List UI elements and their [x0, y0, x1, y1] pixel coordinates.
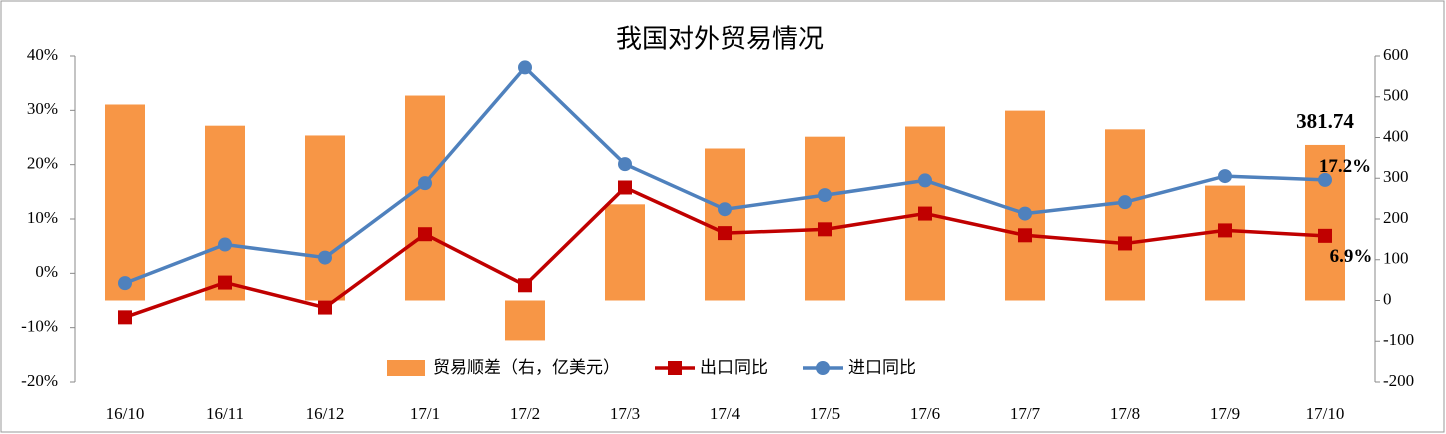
marker [218, 275, 232, 290]
marker [618, 157, 632, 172]
y-tick-label: 10% [27, 208, 58, 227]
x-tick-label: 17/3 [610, 404, 640, 423]
marker [518, 60, 532, 75]
x-tick-label: 17/10 [1306, 404, 1345, 423]
legend-swatch [387, 360, 425, 376]
y2-tick-label: 300 [1383, 167, 1409, 186]
marker [1118, 236, 1132, 251]
marker [1218, 169, 1232, 184]
x-tick-label: 17/1 [410, 404, 440, 423]
marker [118, 276, 132, 291]
bar [605, 204, 645, 301]
marker [1318, 228, 1332, 243]
marker [118, 310, 132, 325]
x-tick-label: 17/4 [710, 404, 741, 423]
x-tick-label: 17/2 [510, 404, 540, 423]
legend-label: 出口同比 [700, 358, 768, 378]
marker [318, 300, 332, 315]
marker [418, 176, 432, 191]
marker [818, 188, 832, 203]
marker [618, 180, 632, 195]
marker [718, 226, 732, 241]
legend-swatch [816, 361, 830, 375]
y2-tick-label: 500 [1383, 86, 1409, 105]
marker [818, 222, 832, 237]
bar [305, 135, 345, 301]
bar [105, 104, 145, 301]
y-tick-label: -20% [21, 371, 58, 390]
data-label: 17.2% [1319, 156, 1371, 177]
bar [805, 136, 845, 301]
legend-label: 贸易顺差（右，亿美元） [433, 358, 620, 378]
bar [405, 95, 445, 301]
y2-tick-label: 100 [1383, 249, 1409, 268]
y-tick-label: 40% [27, 45, 58, 64]
marker [1218, 223, 1232, 238]
bar [205, 125, 245, 301]
data-label: 6.9% [1330, 246, 1373, 267]
marker [318, 250, 332, 265]
chart-title: 我国对外贸易情况 [616, 25, 824, 55]
marker [1018, 206, 1032, 221]
marker [718, 202, 732, 217]
marker [1118, 195, 1132, 210]
y2-tick-label: 600 [1383, 45, 1409, 64]
x-tick-label: 17/8 [1110, 404, 1140, 423]
marker [918, 206, 932, 221]
x-tick-label: 16/12 [306, 404, 345, 423]
y-tick-label: 20% [27, 154, 58, 173]
x-tick-label: 16/10 [106, 404, 145, 423]
x-tick-label: 17/9 [1210, 404, 1240, 423]
y-tick-label: 30% [27, 99, 58, 118]
y2-tick-label: 0 [1383, 289, 1392, 308]
y2-tick-label: 400 [1383, 126, 1409, 145]
marker [518, 278, 532, 293]
y2-tick-label: -200 [1383, 371, 1414, 390]
marker [1318, 172, 1332, 187]
marker [1018, 228, 1032, 243]
bar [1205, 185, 1245, 301]
y2-tick-label: -100 [1383, 330, 1414, 349]
marker [918, 173, 932, 188]
marker [218, 237, 232, 252]
y2-tick-label: 200 [1383, 208, 1409, 227]
x-tick-label: 17/7 [1010, 404, 1041, 423]
x-tick-label: 16/11 [206, 404, 244, 423]
legend-label: 进口同比 [848, 358, 916, 378]
marker [418, 227, 432, 242]
legend-swatch [668, 361, 682, 375]
bar [1105, 129, 1145, 301]
x-tick-label: 17/5 [810, 404, 840, 423]
x-tick-label: 17/6 [910, 404, 940, 423]
bar [505, 300, 545, 341]
bar [1005, 110, 1045, 301]
y-tick-label: 0% [35, 262, 58, 281]
y-tick-label: -10% [21, 317, 58, 336]
data-label: 381.74 [1296, 109, 1354, 133]
bar [705, 148, 745, 301]
bar [1305, 144, 1345, 301]
